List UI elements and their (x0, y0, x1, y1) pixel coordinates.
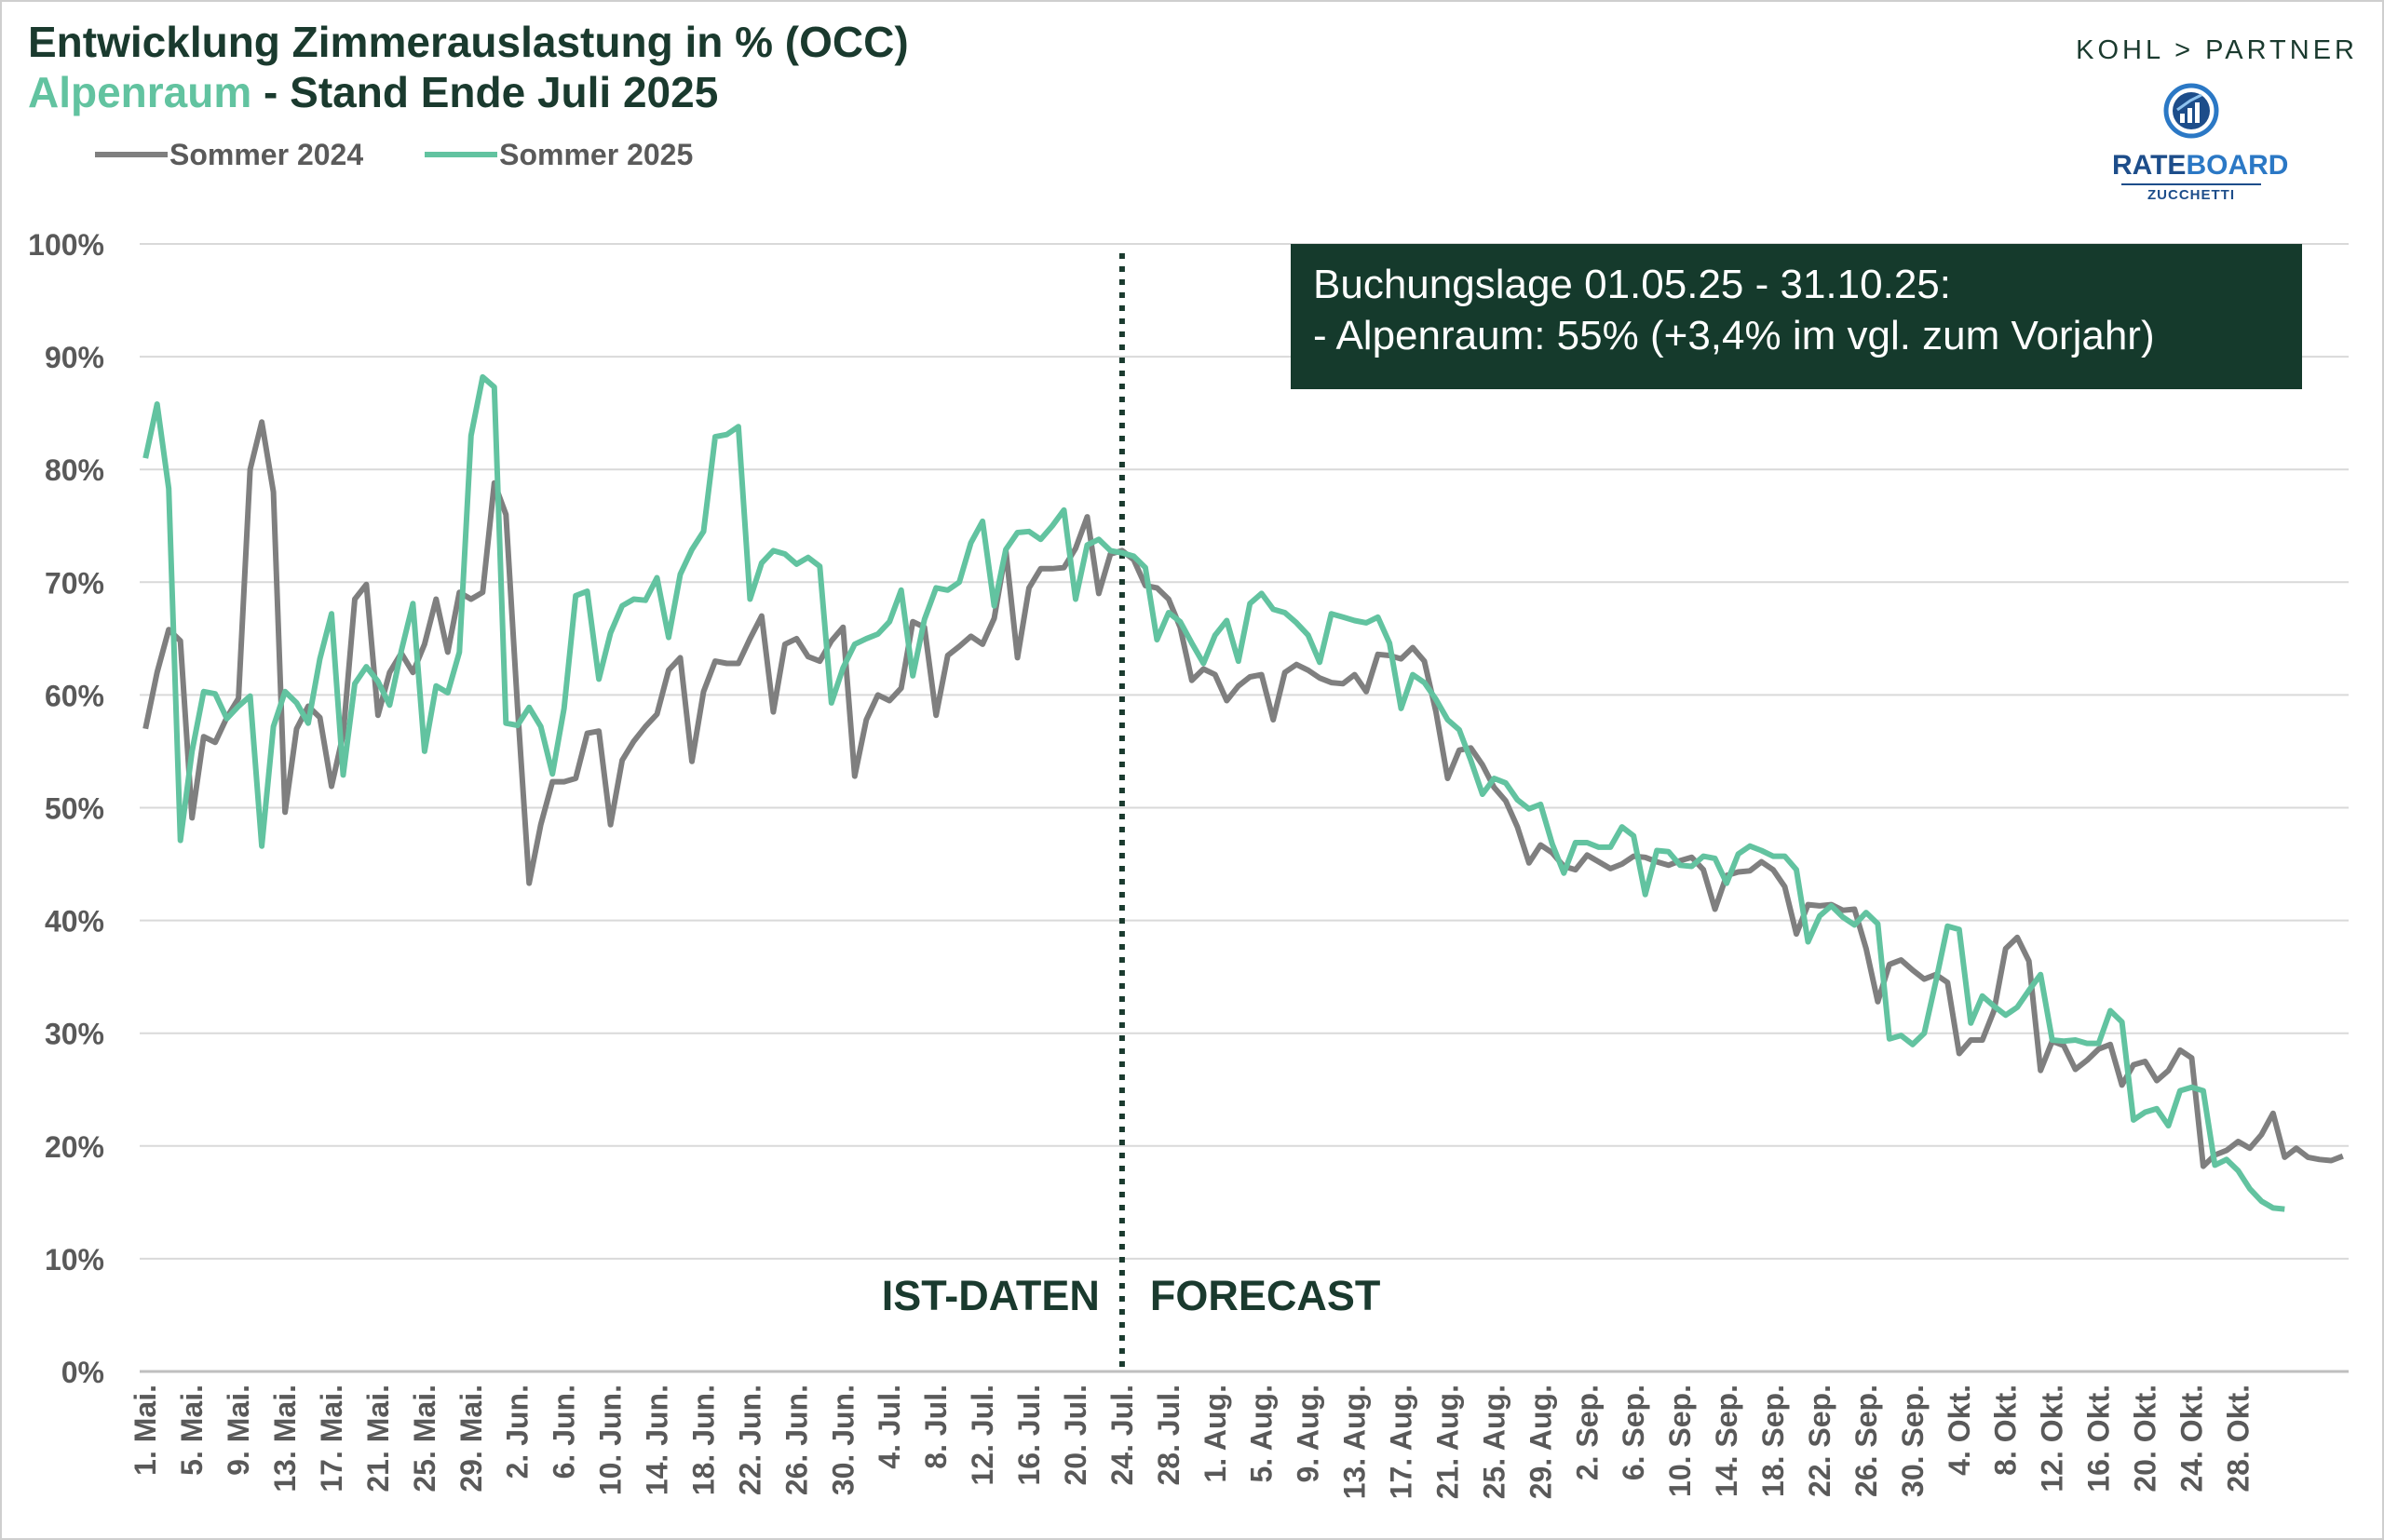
x-tick-label: 25. Mai. (408, 1385, 441, 1493)
y-tick-label: 100% (28, 228, 104, 262)
x-tick-label: 6. Jun. (548, 1385, 581, 1479)
y-tick-label: 10% (45, 1243, 104, 1277)
booking-info-box: Buchungslage 01.05.25 - 31.10.25: - Alpe… (1291, 244, 2302, 389)
x-tick-label: 6. Sep. (1617, 1385, 1650, 1480)
kohl-partner-logo: KOHL > PARTNER (2076, 35, 2358, 65)
x-tick-label: 4. Okt. (1943, 1385, 1976, 1476)
x-tick-label: 1. Mai. (129, 1385, 162, 1476)
x-tick-label: 18. Jun. (686, 1385, 720, 1495)
x-tick-label: 18. Sep. (1756, 1385, 1790, 1497)
x-tick-label: 26. Sep. (1849, 1385, 1883, 1497)
y-tick-label: 90% (45, 341, 104, 374)
legend-swatch-2024 (95, 152, 168, 157)
x-tick-label: 21. Mai. (361, 1385, 395, 1493)
rateboard-divider (2121, 183, 2261, 185)
x-tick-label: 22. Sep. (1803, 1385, 1836, 1497)
x-tick-label: 5. Mai. (175, 1385, 209, 1476)
y-tick-label: 40% (45, 905, 104, 939)
x-tick-label: 25. Aug. (1477, 1385, 1510, 1499)
y-tick-label: 60% (45, 679, 104, 712)
rateboard-logo: RATEBOARD ZUCCHETTI (2112, 82, 2288, 212)
rateboard-subtitle: ZUCCHETTI (2147, 187, 2235, 203)
x-tick-label: 2. Sep. (1570, 1385, 1604, 1480)
x-tick-label: 4. Jul. (873, 1385, 906, 1469)
x-tick-label: 28. Jul. (1152, 1385, 1185, 1486)
series-line-sommer-2024 (142, 419, 2344, 1169)
x-tick-label: 17. Mai. (315, 1385, 348, 1493)
x-tick-label: 2. Jun. (501, 1385, 535, 1479)
x-tick-label: 9. Mai. (222, 1385, 255, 1476)
legend-swatch-2025 (425, 152, 498, 157)
x-tick-label: 29. Aug. (1524, 1385, 1557, 1499)
rateboard-word-2: BOARD (2186, 150, 2289, 181)
x-tick-label: 17. Aug. (1385, 1385, 1418, 1499)
rateboard-word-1: RATE (2112, 150, 2187, 181)
info-line-1: Buchungslage 01.05.25 - 31.10.25: (1313, 262, 1951, 307)
x-tick-label: 9. Aug. (1292, 1385, 1325, 1482)
x-axis-ticks: 1. Mai. 5. Mai. 9. Mai. 13. Mai. 17. Mai. 21.… (129, 1385, 2255, 1499)
y-tick-label: 80% (45, 453, 104, 487)
legend-item-2025: Sommer 2025 (425, 138, 693, 172)
x-tick-label: 28. Okt. (2221, 1385, 2255, 1493)
x-tick-label: 5. Aug. (1245, 1385, 1279, 1482)
x-tick-label: 30. Sep. (1896, 1385, 1930, 1497)
y-axis-ticks: 0% 10% 20% 30% 40% 50% 60% 70% 80% 90% 100% (28, 228, 104, 1389)
x-tick-label: 16. Okt. (2082, 1385, 2116, 1493)
rateboard-emblem-icon (2163, 83, 2219, 139)
x-tick-label: 24. Jul. (1105, 1385, 1139, 1486)
subtitle-region: Alpenraum (28, 68, 252, 116)
x-tick-label: 13. Aug. (1338, 1385, 1372, 1499)
rateboard-wordmark: RATEBOARD (2112, 150, 2288, 182)
x-tick-label: 26. Jun. (779, 1385, 813, 1495)
gridlines (140, 243, 2349, 1373)
x-tick-label: 13. Mai. (268, 1385, 302, 1493)
y-tick-label: 50% (45, 792, 104, 826)
x-tick-label: 10. Sep. (1663, 1385, 1697, 1497)
x-tick-label: 1. Aug. (1199, 1385, 1232, 1482)
x-tick-label: 24. Okt. (2174, 1385, 2208, 1493)
x-tick-label: 10. Jun. (594, 1385, 628, 1495)
chart-subtitle: Alpenraum - Stand Ende Juli 2025 (28, 67, 718, 117)
x-tick-label: 30. Jun. (826, 1385, 860, 1495)
x-tick-label: 29. Mai. (454, 1385, 488, 1493)
x-tick-label: 20. Okt. (2129, 1385, 2162, 1493)
series-line-sommer-2025 (142, 373, 2285, 1212)
forecast-label: FORECAST (1150, 1272, 1381, 1319)
y-tick-label: 30% (45, 1018, 104, 1051)
legend-label-2024: Sommer 2024 (169, 137, 364, 171)
x-tick-label: 8. Jul. (919, 1385, 953, 1469)
y-tick-label: 20% (45, 1130, 104, 1164)
y-tick-label: 70% (45, 566, 104, 600)
info-line-2: - Alpenraum: 55% (+3,4% im vgl. zum Vorj… (1313, 313, 2155, 358)
y-tick-label: 0% (61, 1356, 104, 1389)
x-tick-label: 8. Okt. (1989, 1385, 2023, 1476)
x-tick-label: 16. Jul. (1012, 1385, 1046, 1486)
x-tick-label: 14. Jun. (641, 1385, 674, 1495)
x-tick-label: 12. Okt. (2036, 1385, 2069, 1493)
x-tick-label: 14. Sep. (1710, 1385, 1743, 1497)
legend-item-2024: Sommer 2024 (95, 138, 363, 172)
legend: Sommer 2024 Sommer 2025 (95, 136, 754, 173)
chart-title: Entwicklung Zimmerauslastung in % (OCC) (28, 18, 909, 66)
x-tick-label: 20. Jul. (1059, 1385, 1092, 1486)
x-tick-label: 21. Aug. (1430, 1385, 1464, 1499)
x-tick-label: 12. Jul. (966, 1385, 999, 1486)
x-tick-label: 22. Jun. (733, 1385, 766, 1495)
subtitle-date: - Stand Ende Juli 2025 (251, 68, 719, 116)
ist-daten-label: IST-DATEN (882, 1272, 1100, 1319)
legend-label-2025: Sommer 2025 (499, 137, 694, 171)
